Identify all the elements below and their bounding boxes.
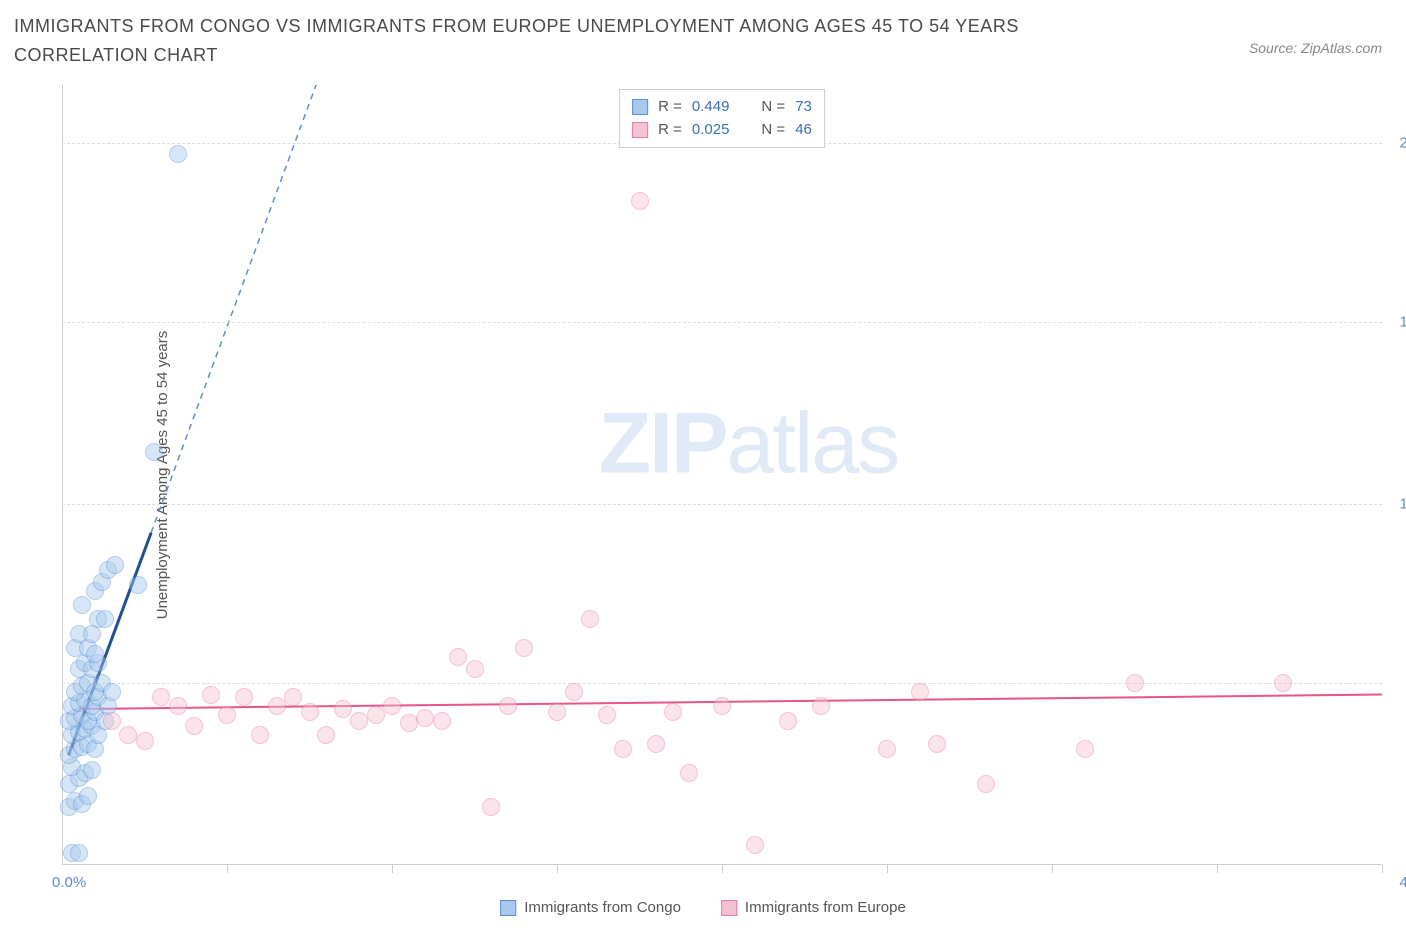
scatter-point (129, 576, 147, 594)
x-tick (887, 865, 888, 873)
y-tick-label: 12.5% (1388, 495, 1406, 512)
scatter-point (680, 764, 698, 782)
scatter-point (614, 740, 632, 758)
x-tick (722, 865, 723, 873)
scatter-point (350, 712, 368, 730)
scatter-point (83, 761, 101, 779)
gridline (62, 504, 1382, 505)
scatter-point (152, 688, 170, 706)
n-value: 73 (795, 96, 812, 119)
bottom-legend: Immigrants from Congo Immigrants from Eur… (500, 899, 906, 916)
n-value: 46 (795, 119, 812, 142)
bottom-legend-item: Immigrants from Europe (721, 899, 906, 916)
scatter-point (1274, 674, 1292, 692)
x-tick (227, 865, 228, 873)
scatter-point (301, 703, 319, 721)
chart-title: IMMIGRANTS FROM CONGO VS IMMIGRANTS FROM… (14, 12, 1114, 70)
scatter-point (79, 787, 97, 805)
scatter-point (977, 775, 995, 793)
scatter-point (235, 688, 253, 706)
scatter-point (251, 726, 269, 744)
gridline (62, 683, 1382, 684)
n-label: N = (761, 119, 785, 142)
x-tick (1382, 865, 1383, 873)
scatter-point (400, 714, 418, 732)
scatter-point (812, 697, 830, 715)
trend-lines (62, 85, 1382, 865)
scatter-point (581, 610, 599, 628)
scatter-point (713, 697, 731, 715)
stat-legend: R = 0.449 N = 73 R = 0.025 N = 46 (619, 89, 825, 148)
legend-swatch (632, 99, 648, 115)
scatter-point (317, 726, 335, 744)
scatter-point (70, 844, 88, 862)
scatter-point (515, 639, 533, 657)
scatter-point (202, 686, 220, 704)
scatter-point (911, 683, 929, 701)
stat-legend-row: R = 0.449 N = 73 (632, 96, 812, 119)
x-origin-label: 0.0% (52, 874, 86, 891)
scatter-point (284, 688, 302, 706)
scatter-point (73, 596, 91, 614)
scatter-point (746, 836, 764, 854)
plot-region: 6.3%12.5%18.8%25.0% (62, 85, 1382, 865)
r-value: 0.025 (692, 119, 730, 142)
scatter-point (631, 192, 649, 210)
scatter-point (482, 798, 500, 816)
r-label: R = (658, 96, 682, 119)
source-attribution: Source: ZipAtlas.com (1249, 40, 1382, 56)
scatter-point (1126, 674, 1144, 692)
scatter-point (779, 712, 797, 730)
r-label: R = (658, 119, 682, 142)
scatter-point (499, 697, 517, 715)
x-max-label: 40.0% (1399, 874, 1406, 891)
stat-legend-row: R = 0.025 N = 46 (632, 119, 812, 142)
x-tick (1052, 865, 1053, 873)
y-tick-label: 25.0% (1388, 134, 1406, 151)
scatter-point (334, 700, 352, 718)
scatter-point (169, 145, 187, 163)
legend-swatch (500, 900, 516, 916)
scatter-point (119, 726, 137, 744)
scatter-point (433, 712, 451, 730)
legend-label: Immigrants from Europe (745, 899, 906, 916)
x-tick (392, 865, 393, 873)
scatter-point (449, 648, 467, 666)
x-tick (557, 865, 558, 873)
scatter-point (565, 683, 583, 701)
scatter-point (647, 735, 665, 753)
scatter-point (103, 712, 121, 730)
bottom-legend-item: Immigrants from Congo (500, 899, 681, 916)
scatter-point (136, 732, 154, 750)
y-tick-label: 18.8% (1388, 313, 1406, 330)
scatter-point (664, 703, 682, 721)
n-label: N = (761, 96, 785, 119)
scatter-point (96, 610, 114, 628)
scatter-point (878, 740, 896, 758)
scatter-point (416, 709, 434, 727)
r-value: 0.449 (692, 96, 730, 119)
scatter-point (383, 697, 401, 715)
x-tick (1217, 865, 1218, 873)
scatter-point (598, 706, 616, 724)
scatter-point (1076, 740, 1094, 758)
scatter-point (466, 660, 484, 678)
scatter-point (86, 645, 104, 663)
scatter-point (218, 706, 236, 724)
scatter-point (548, 703, 566, 721)
scatter-point (268, 697, 286, 715)
scatter-point (103, 683, 121, 701)
scatter-point (145, 443, 163, 461)
legend-swatch (721, 900, 737, 916)
scatter-point (169, 697, 187, 715)
scatter-point (928, 735, 946, 753)
legend-swatch (632, 122, 648, 138)
scatter-point (185, 717, 203, 735)
gridline (62, 322, 1382, 323)
scatter-point (106, 556, 124, 574)
scatter-point (367, 706, 385, 724)
chart-area: Unemployment Among Ages 45 to 54 years 6… (62, 85, 1382, 865)
y-tick-label: 6.3% (1388, 675, 1406, 692)
legend-label: Immigrants from Congo (524, 899, 681, 916)
